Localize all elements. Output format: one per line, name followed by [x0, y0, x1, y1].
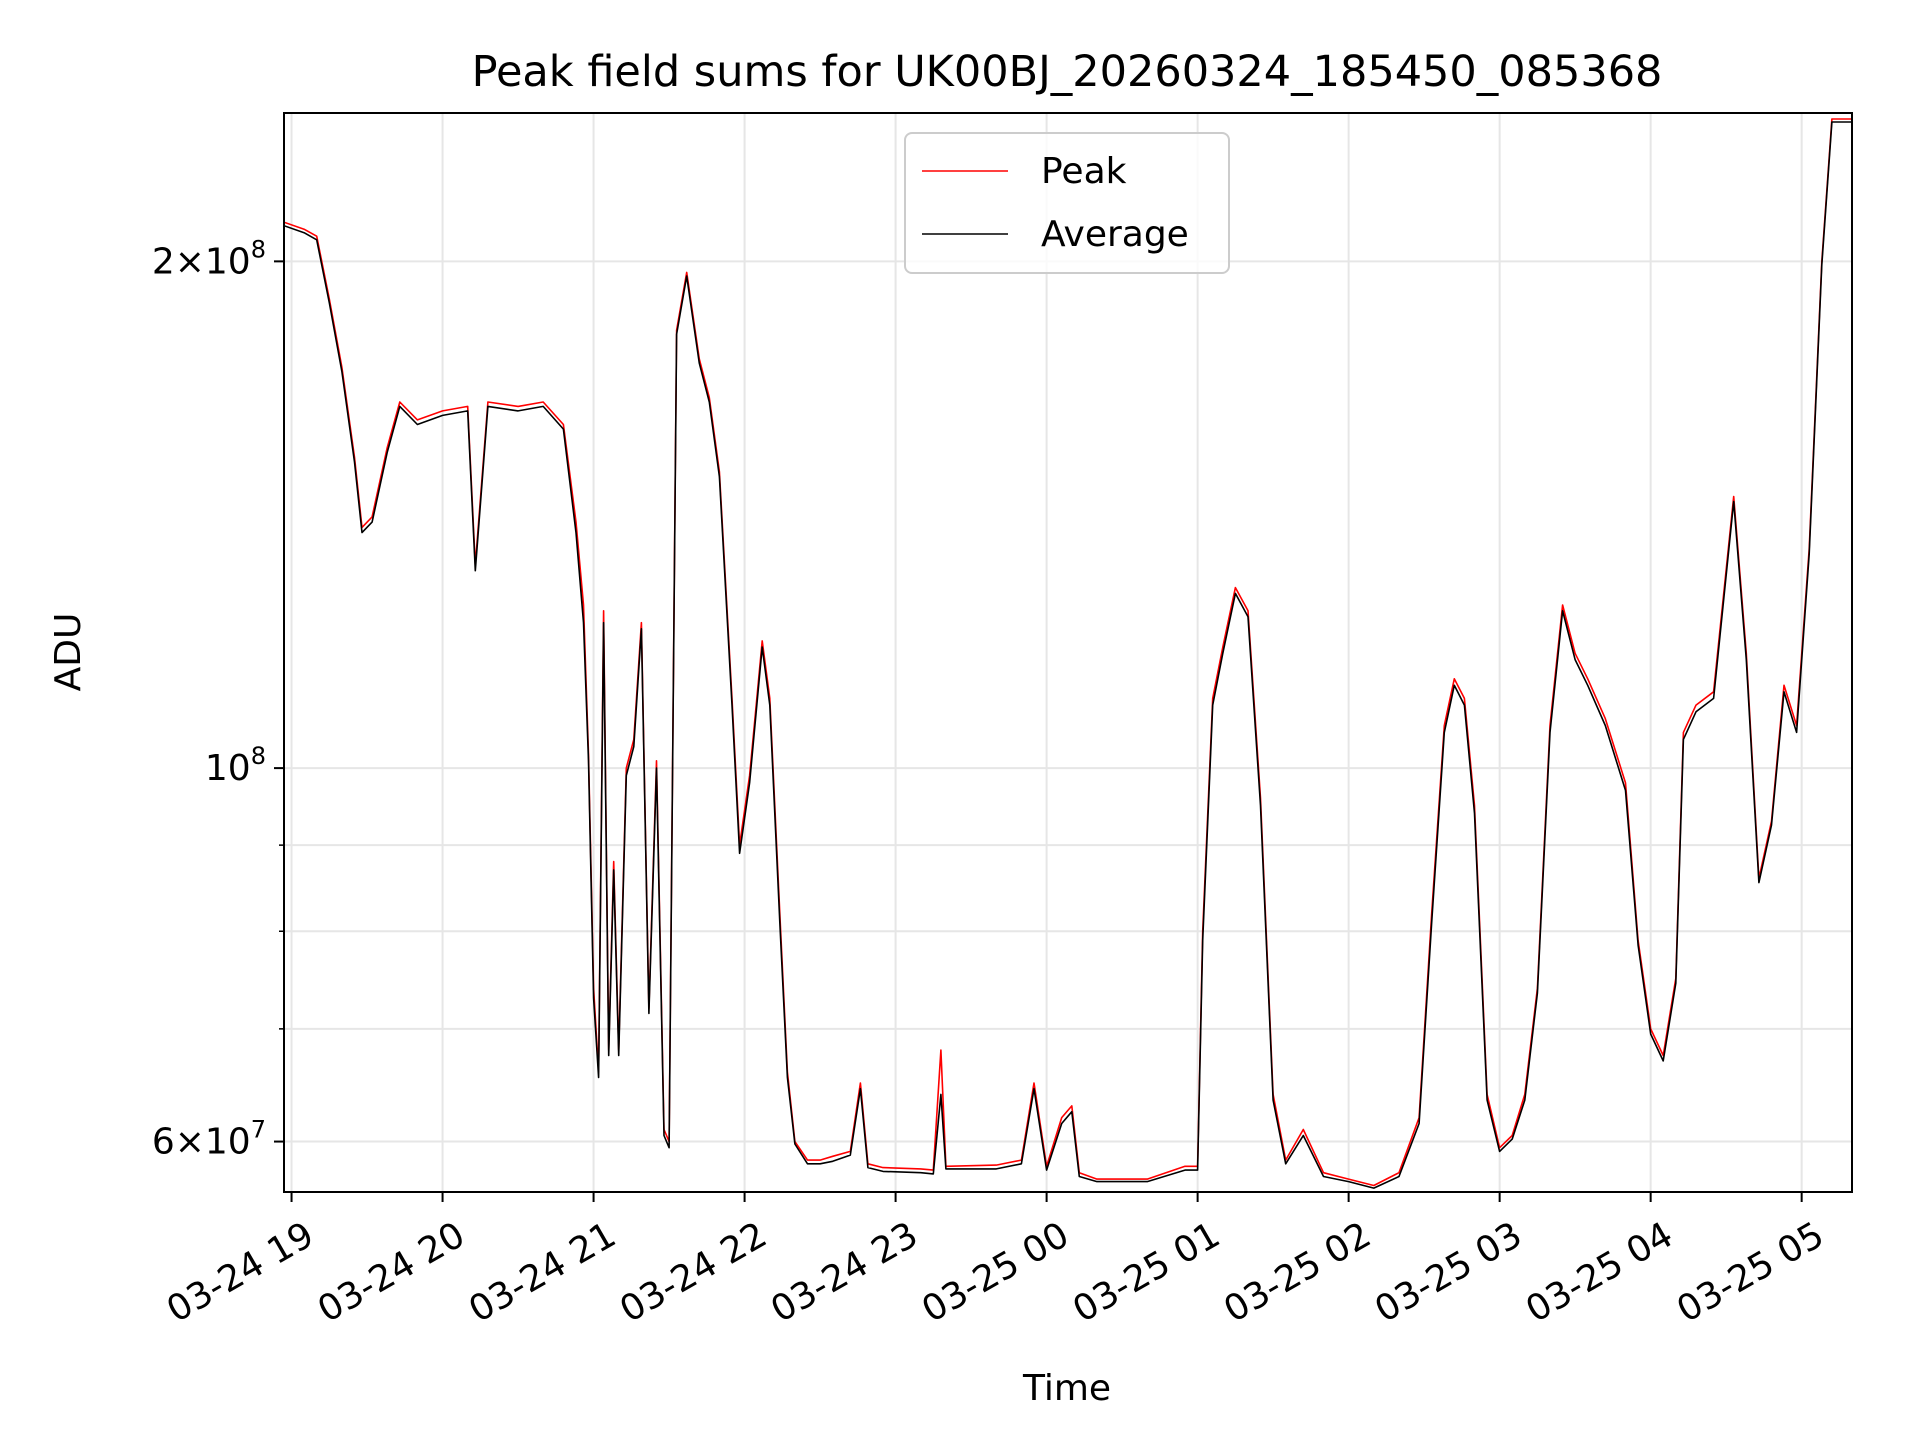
- y-tick-label-mantissa: 2: [152, 241, 175, 282]
- chart-title: Peak field sums for UK00BJ_20260324_1854…: [472, 47, 1663, 97]
- y-tick-label-mantissa: 6: [152, 1122, 175, 1163]
- legend-label-peak: Peak: [1041, 151, 1127, 192]
- legend-box: [904, 132, 1230, 274]
- y-tick-label: 6×107: [152, 1116, 266, 1163]
- y-tick-label-exp: 8: [251, 742, 266, 770]
- series-line-average: [284, 121, 1852, 1189]
- y-tick-label-base: 10: [205, 241, 251, 282]
- y-tick-label: 108: [205, 742, 266, 789]
- y-axis-label: ADU: [48, 613, 89, 692]
- y-tick-label-base: 10: [205, 1122, 251, 1163]
- y-tick-label-exp: 7: [251, 1116, 266, 1144]
- legend-label-average: Average: [1041, 214, 1189, 255]
- legend: Peak Average: [904, 132, 1230, 274]
- y-tick-label-exp: 8: [251, 235, 266, 263]
- plot-frame: [283, 112, 1853, 1193]
- y-tick-label: 2×108: [152, 235, 266, 282]
- y-tick-label-base: 10: [205, 748, 251, 789]
- x-axis-label: Time: [1022, 1368, 1111, 1409]
- y-tick-label-times: ×: [175, 1122, 205, 1163]
- series-layer: [284, 118, 1852, 1189]
- y-tick-label-times: ×: [175, 241, 205, 282]
